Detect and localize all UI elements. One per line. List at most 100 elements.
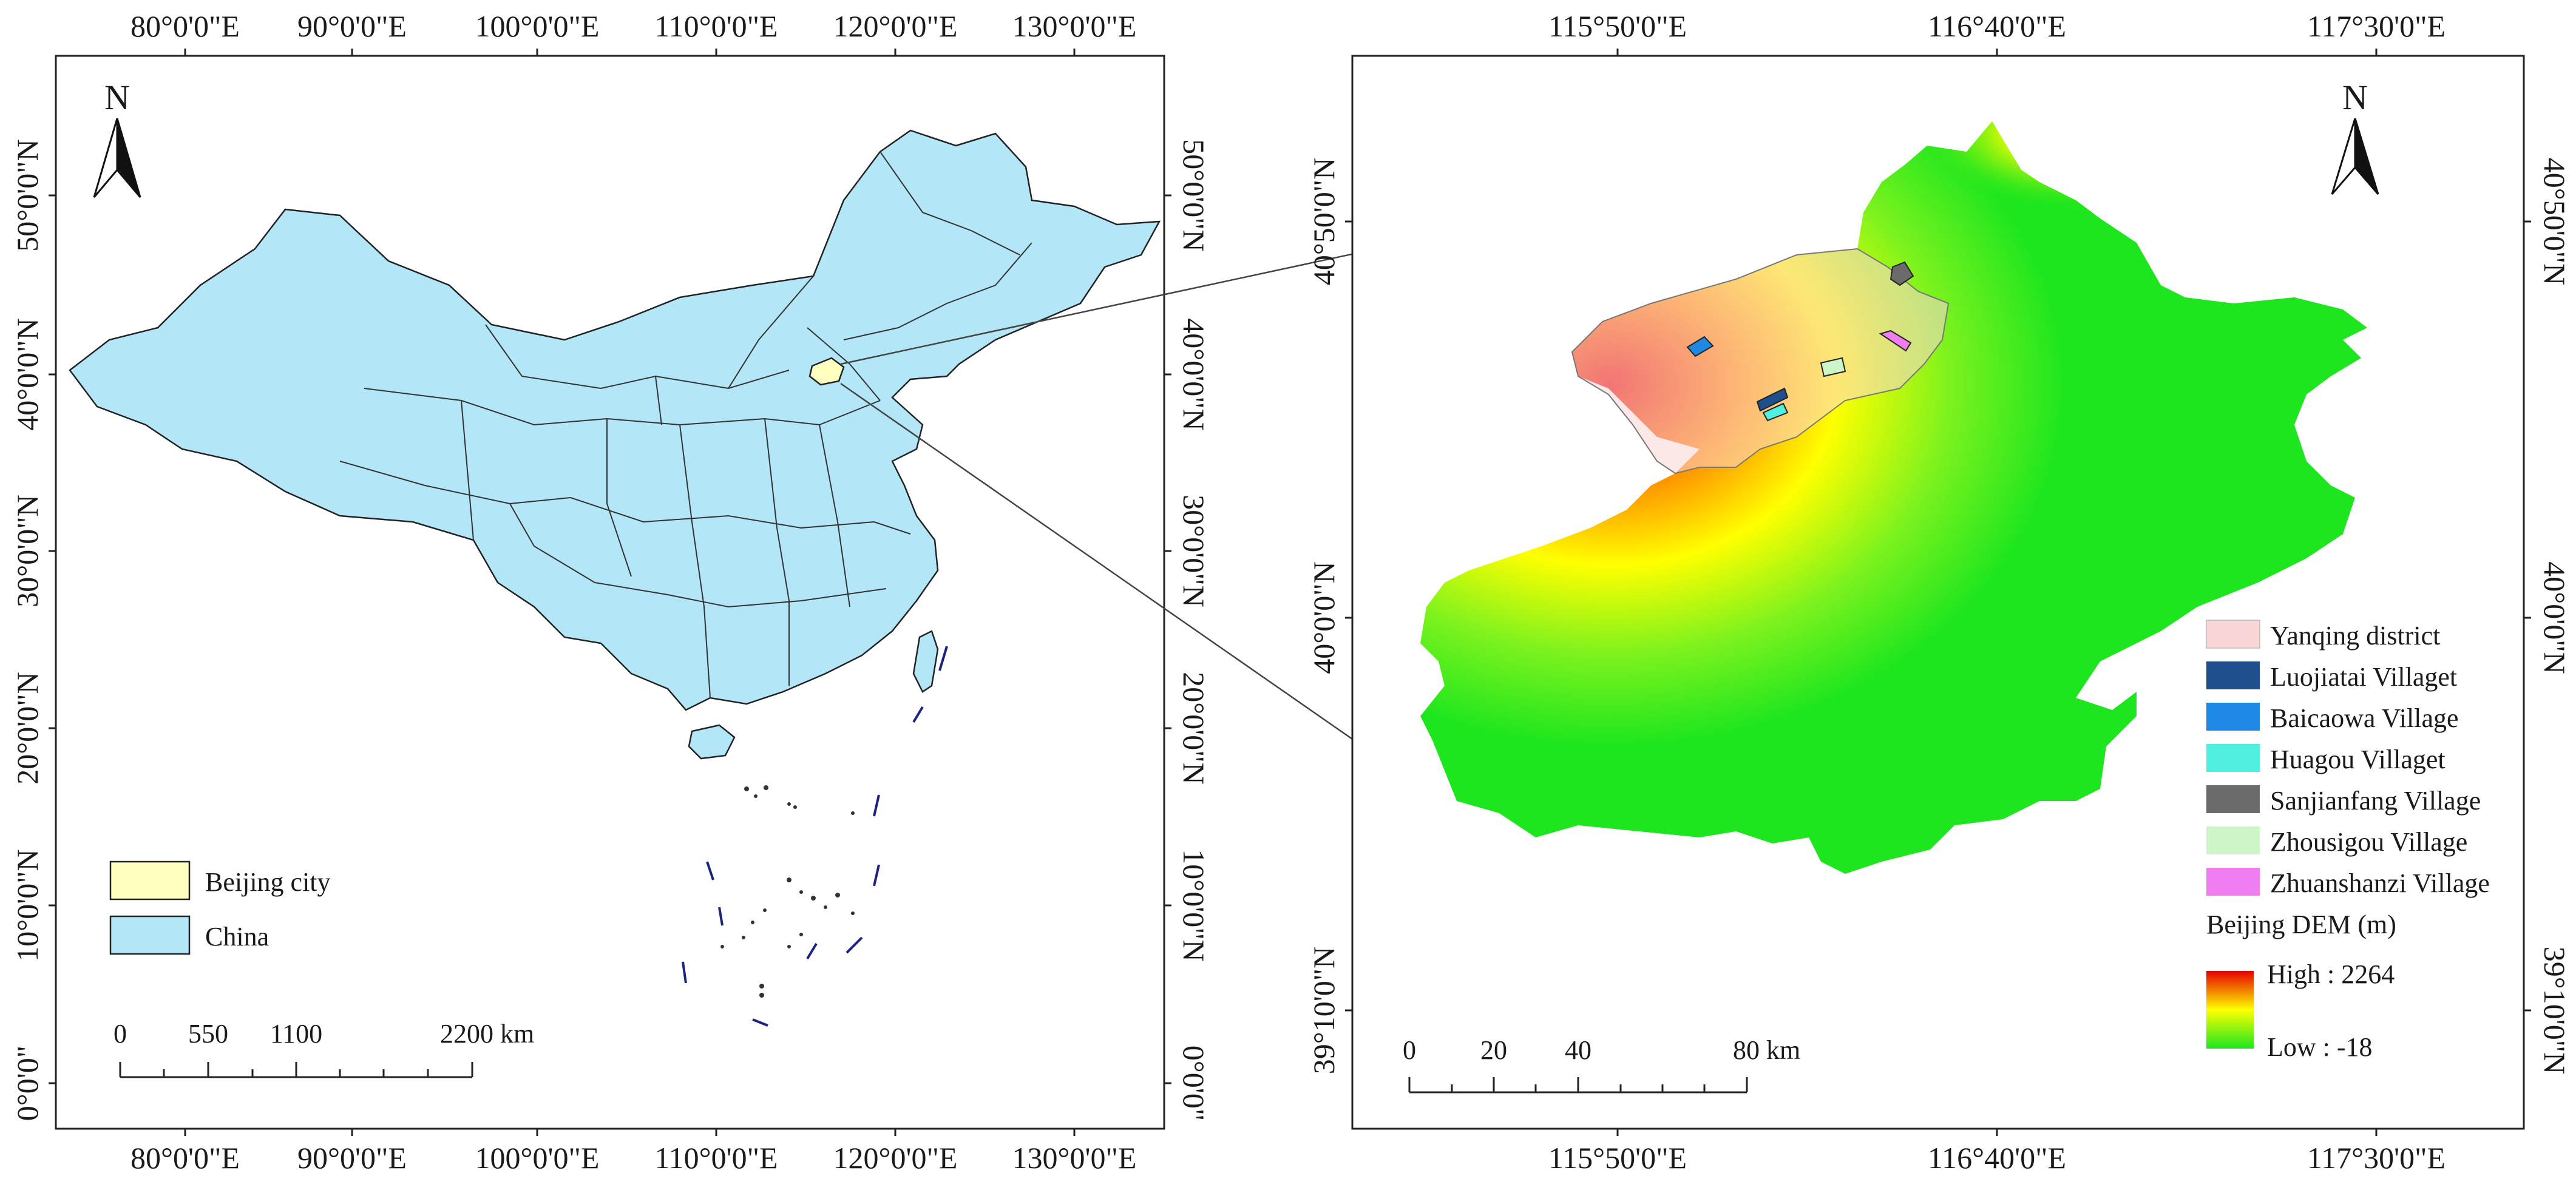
legend-label-baicaowa: Baicaowa Village [2270,703,2459,733]
north-arrow-icon: N [2331,78,2379,195]
beijing-scale-bar: 0 20 40 80 km [1403,1035,1800,1094]
dem-low-label: Low : -18 [2267,1032,2373,1062]
right-top-tick-labels: 115°50'0"E 116°40'0"E 117°30'0"E [1548,9,2446,43]
south-sea-islands [720,785,855,998]
tick-label: 40°0'0"N [1177,318,1211,431]
tick-label: 120°0'0"E [833,1141,958,1175]
legend-swatch-sanjianfang [2206,785,2260,813]
scale-label: 550 [188,1019,228,1049]
scale-label: 2200 km [440,1019,534,1049]
beijing-highlight [808,357,845,386]
tick-label: 110°0'0"E [654,9,778,43]
china-legend: Beijing city China [109,860,331,955]
tick-label: 130°0'0"E [1012,1141,1137,1175]
legend-label-zhousigou: Zhousigou Village [2270,827,2467,857]
left-bottom-tick-labels: 80°0'0"E 90°0'0"E 100°0'0"E 110°0'0"E 12… [130,1141,1136,1175]
yanqing-district-overlay [1571,248,1950,475]
north-arrow-icon: N [93,78,141,198]
legend-swatch-luojiatai [2206,661,2260,689]
huagou-village-marker [1762,402,1789,422]
tick-label: 90°0'0"E [297,9,407,43]
left-side-tick-labels: 50°0'0"N 40°0'0"N 30°0'0"N 20°0'0"N 10°0… [10,139,44,1121]
tick-label: 40°0'0"N [10,318,44,431]
scale-label: 0 [114,1019,127,1049]
legend-label-luojiatai: Luojiatai Villaget [2270,662,2457,692]
scale-label: 40 [1565,1035,1591,1065]
taiwan-island [912,630,939,693]
tick-label: 50°0'0"N [10,139,44,252]
luojiatai-village-marker [1756,387,1789,412]
legend-label-sanjianfang: Sanjianfang Village [2270,786,2481,816]
china-map-panel: 80°0'0"E 90°0'0"E 100°0'0"E 110°0'0"E 12… [10,9,1211,1175]
left-right-side-tick-labels: 50°0'0"N 40°0'0"N 30°0'0"N 20°0'0"N 10°0… [1177,139,1211,1121]
tick-label: 30°0'0"N [1177,495,1211,607]
sanjianfang-village-marker [1890,261,1914,286]
tick-label: 116°40'0"E [1928,1141,2066,1175]
tick-label: 40°50'0"N [1307,158,1341,286]
hainan-island [688,724,736,760]
zhousigou-village-marker [1820,357,1846,377]
tick-label: 116°40'0"E [1928,9,2066,43]
right-right-side-tick-labels: 40°50'0"N 40°0'0"N 39°10'0"N [2538,158,2572,1075]
dem-legend-title: Beijing DEM (m) [2206,910,2396,939]
tick-label: 115°50'0"E [1548,9,1687,43]
north-label: N [2342,78,2368,117]
village-markers [1686,261,1914,422]
legend-swatch-yanqing [2206,620,2260,649]
tick-label: 110°0'0"E [654,1141,778,1175]
dem-color-ramp [2206,971,2254,1049]
legend-label-china: China [205,922,269,952]
zhuanshanzi-village-marker [1879,330,1912,352]
left-map-ticks [49,49,1171,1136]
left-top-tick-labels: 80°0'0"E 90°0'0"E 100°0'0"E 110°0'0"E 12… [130,9,1136,43]
tick-label: 20°0'0"N [10,672,44,785]
beijing-legend: Yanqing district Luojiatai Villaget Baic… [2206,620,2490,1062]
tick-label: 0°0'0" [1177,1046,1211,1121]
legend-label-huagou: Huagou Villaget [2270,745,2446,774]
tick-label: 40°50'0"N [2538,158,2572,286]
tick-label: 40°0'0"N [1307,561,1341,674]
legend-swatch-beijing [109,860,191,901]
tick-label: 80°0'0"E [130,1141,240,1175]
scale-label: 1100 [270,1019,322,1049]
province-boundaries [339,151,1032,698]
tick-label: 117°30'0"E [2307,9,2446,43]
tick-label: 90°0'0"E [297,1141,407,1175]
tick-label: 10°0'0"N [10,849,44,962]
beijing-dem-north-highlands [1857,121,2367,346]
right-bottom-tick-labels: 115°50'0"E 116°40'0"E 117°30'0"E [1548,1141,2446,1175]
tick-label: 20°0'0"N [1177,672,1211,785]
legend-swatch-zhuanshanzi [2206,868,2260,896]
tick-label: 120°0'0"E [833,9,958,43]
right-map-ticks [1345,49,2531,1136]
tick-label: 80°0'0"E [130,9,240,43]
legend-label-zhuanshanzi: Zhuanshanzi Village [2270,868,2490,898]
scale-label: 0 [1403,1035,1416,1065]
legend-swatch-zhousigou [2206,827,2260,854]
legend-swatch-china [109,915,191,955]
tick-label: 0°0'0" [10,1046,44,1121]
legend-swatch-huagou [2206,744,2260,772]
tick-label: 115°50'0"E [1548,1141,1687,1175]
tick-label: 30°0'0"N [10,495,44,607]
beijing-map-panel: 115°50'0"E 116°40'0"E 117°30'0"E 115°50'… [1307,9,2572,1175]
right-left-side-tick-labels: 40°50'0"N 40°0'0"N 39°10'0"N [1307,158,1341,1075]
tick-label: 39°10'0"N [2538,947,2572,1075]
north-label: N [104,78,130,117]
scale-label: 20 [1480,1035,1507,1065]
tick-label: 50°0'0"N [1177,139,1211,252]
tick-label: 40°0'0"N [2538,561,2572,674]
tick-label: 100°0'0"E [475,1141,600,1175]
tick-label: 39°10'0"N [1307,947,1341,1075]
legend-swatch-baicaowa [2206,703,2260,731]
scale-label: 80 km [1733,1035,1800,1065]
tick-label: 117°30'0"E [2307,1141,2446,1175]
tick-label: 100°0'0"E [475,9,600,43]
dem-high-label: High : 2264 [2267,959,2395,989]
legend-label-beijing: Beijing city [205,867,331,897]
tick-label: 130°0'0"E [1012,9,1137,43]
legend-label-yanqing: Yanqing district [2270,621,2440,651]
china-scale-bar: 0 550 1100 2200 km [114,1019,534,1078]
china-landmass [69,129,1161,711]
